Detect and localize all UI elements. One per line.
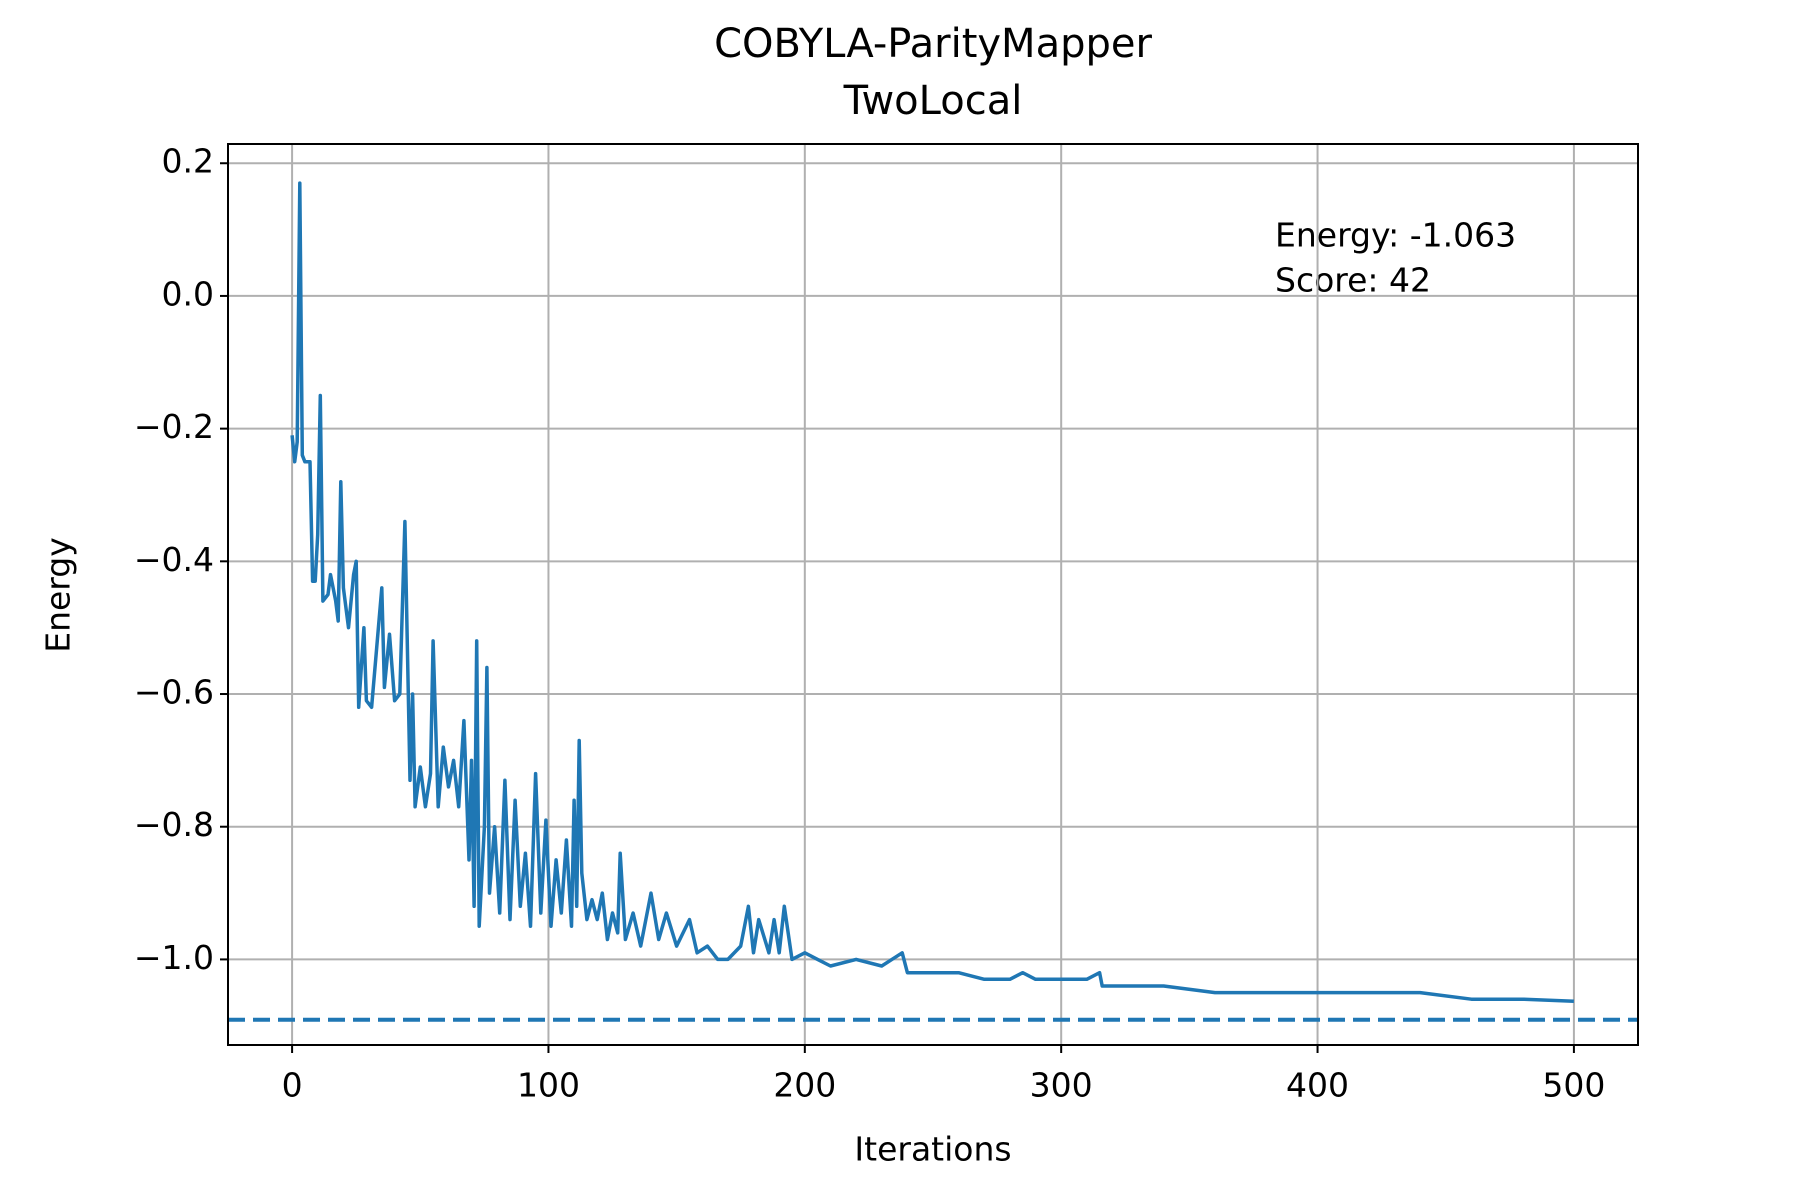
y-tick-label: −1.0: [134, 938, 214, 977]
y-tick-label: −0.8: [134, 805, 214, 844]
x-axis-label: Iterations: [854, 1130, 1011, 1169]
annotation: Energy: -1.063: [1275, 216, 1516, 255]
chart-title: COBYLA-ParityMapper: [714, 21, 1152, 67]
y-axis-label: Energy: [39, 537, 78, 653]
y-tick-label: 0.0: [162, 274, 214, 313]
x-tick-label: 500: [1542, 1066, 1605, 1105]
chart-subtitle: TwoLocal: [843, 78, 1023, 124]
x-tick-label: 0: [282, 1066, 303, 1105]
plot-frame: [227, 143, 1639, 1046]
x-tick-label: 100: [517, 1066, 580, 1105]
data-line: [290, 181, 1574, 1003]
y-tick-label: 0.2: [162, 142, 214, 181]
x-tick-label: 200: [773, 1066, 836, 1105]
y-tick-label: −0.6: [134, 673, 214, 712]
x-tick-label: 400: [1286, 1066, 1349, 1105]
y-tick-label: −0.2: [134, 407, 214, 446]
annotation: Score: 42: [1275, 261, 1431, 300]
x-tick-label: 300: [1030, 1066, 1093, 1105]
y-tick-label: −0.4: [134, 540, 214, 579]
